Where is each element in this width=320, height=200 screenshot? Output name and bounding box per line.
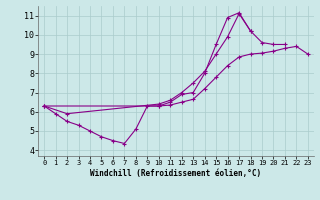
X-axis label: Windchill (Refroidissement éolien,°C): Windchill (Refroidissement éolien,°C) (91, 169, 261, 178)
